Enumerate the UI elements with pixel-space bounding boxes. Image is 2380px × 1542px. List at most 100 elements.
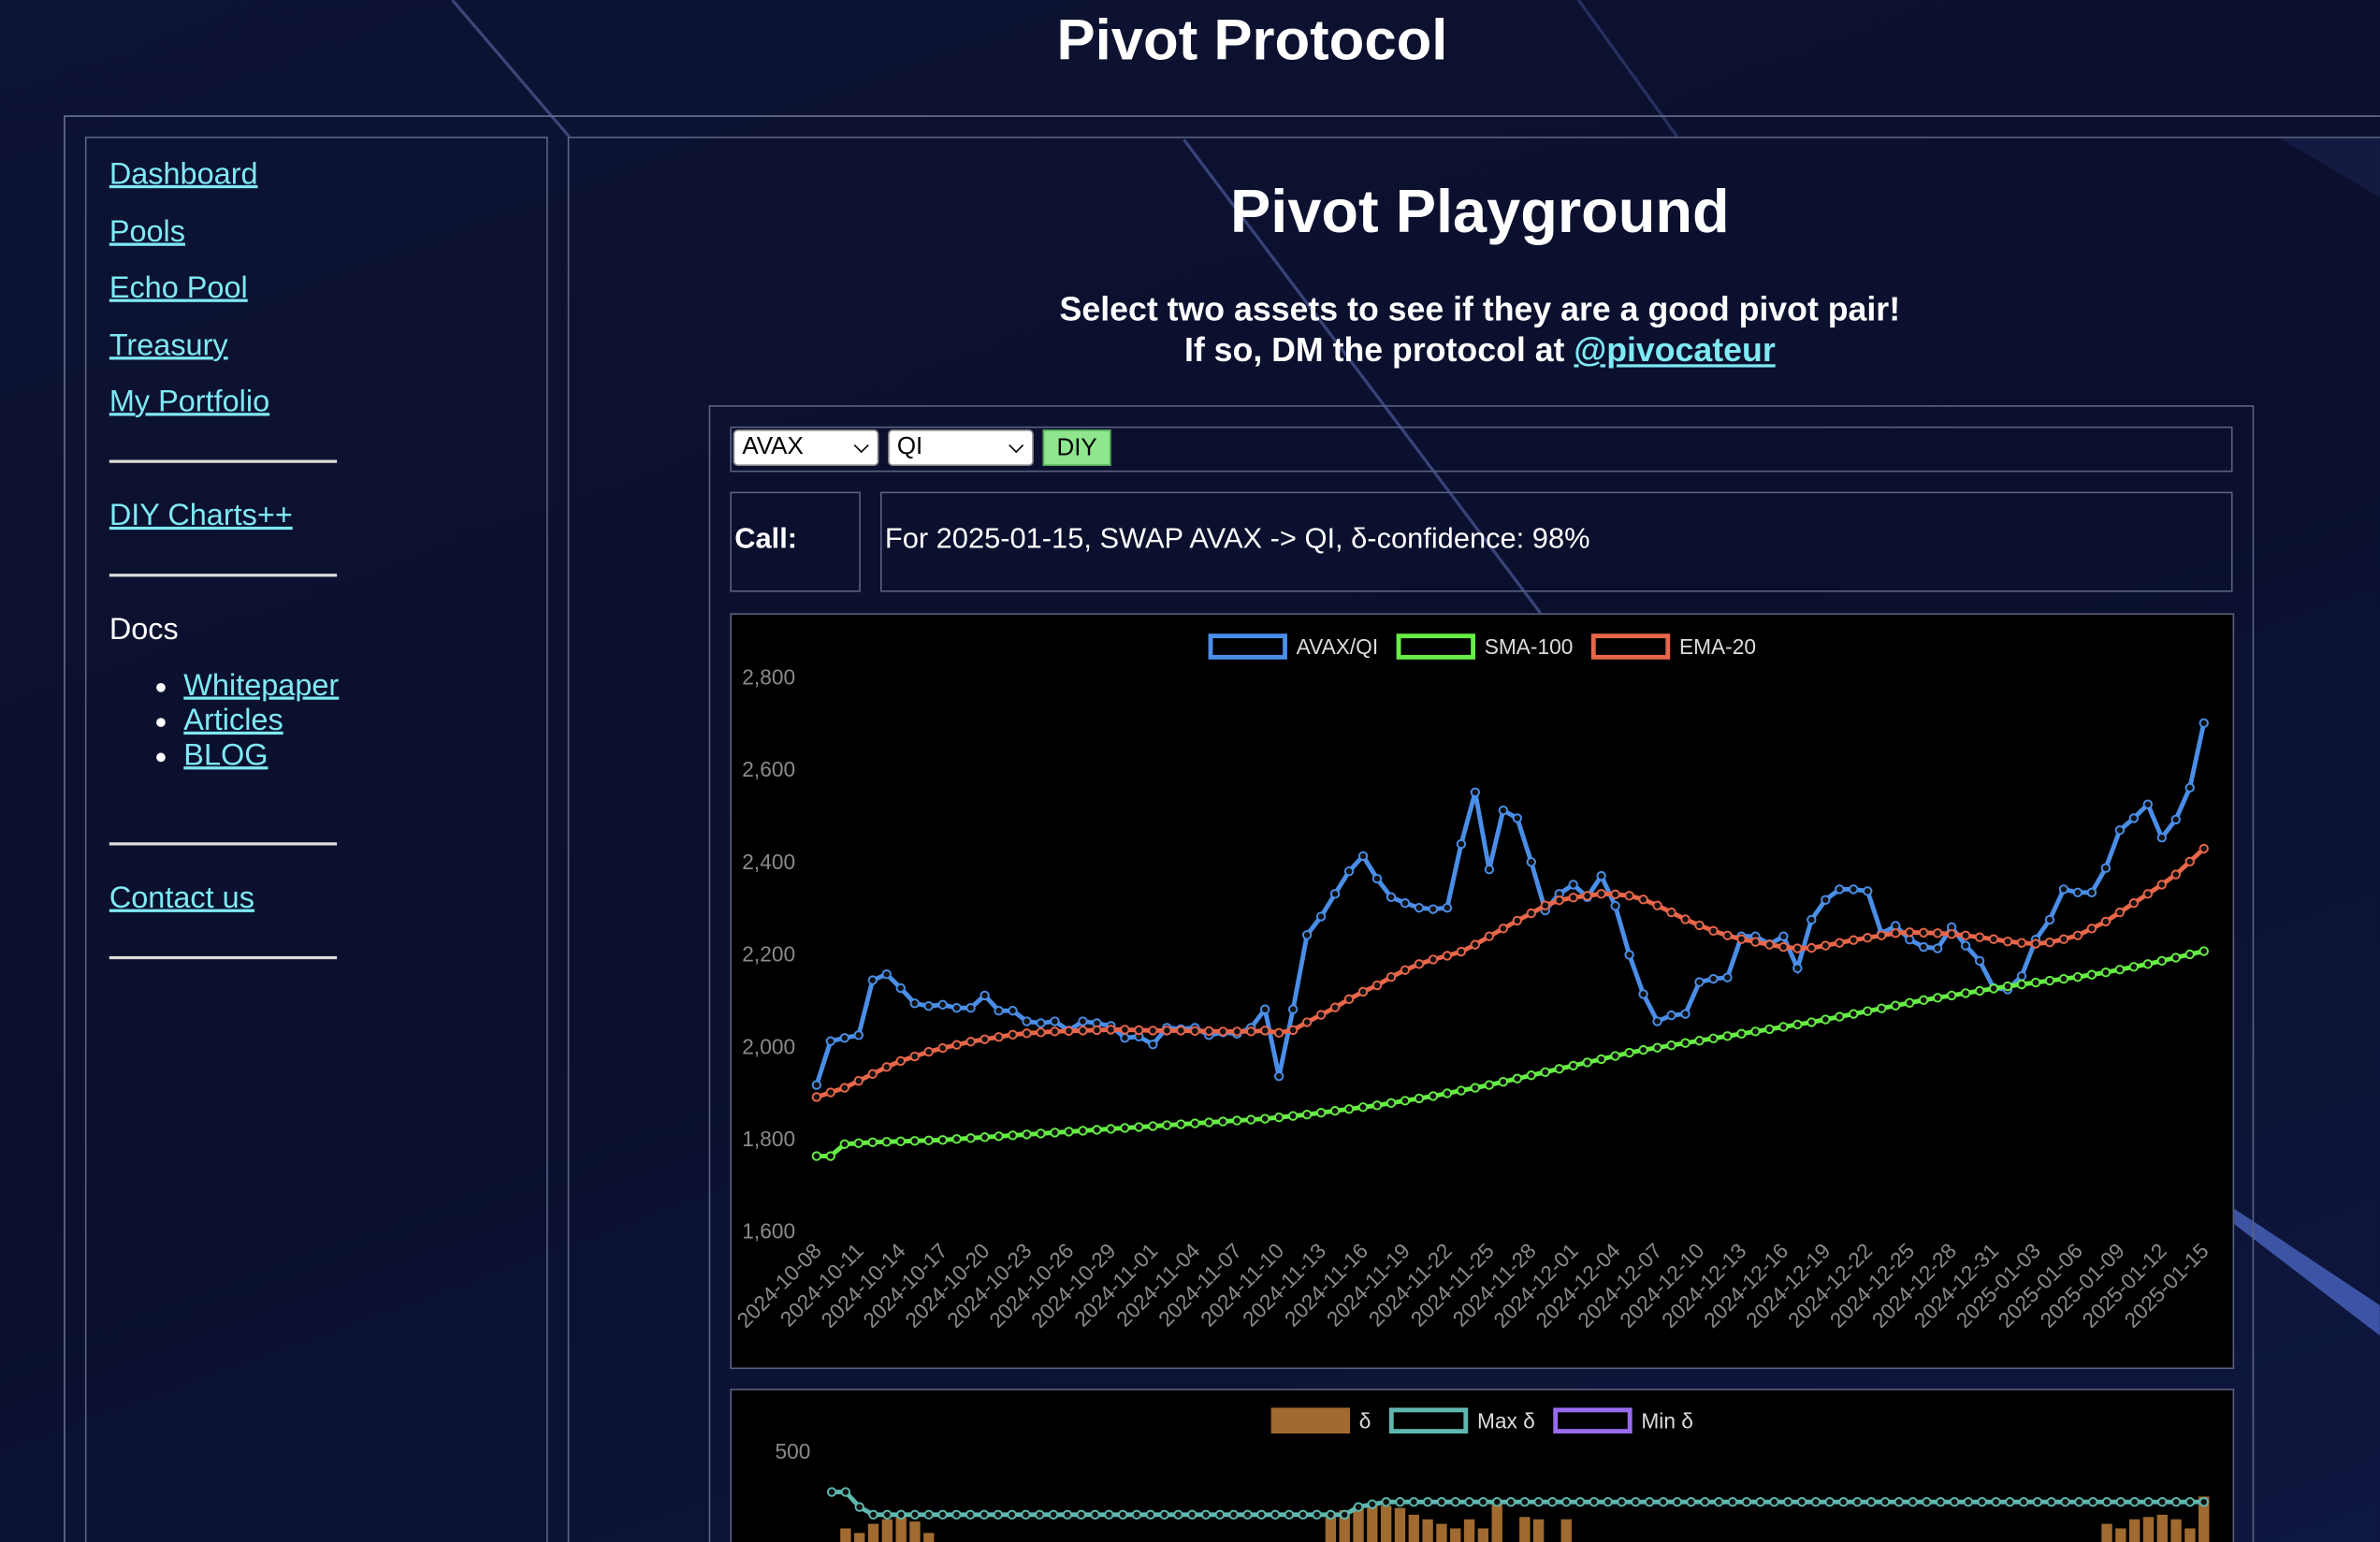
point <box>1596 870 1606 881</box>
docs-link[interactable]: BLOG <box>183 738 268 773</box>
point <box>1960 930 1971 940</box>
point <box>2170 869 2181 880</box>
point <box>1652 900 1662 910</box>
bar <box>1367 1503 1378 1542</box>
point <box>2129 1497 2140 1507</box>
point <box>1936 1497 1946 1507</box>
point <box>1792 943 1803 953</box>
y-tick-label: 2,000 <box>742 1034 795 1058</box>
point <box>2184 782 2195 793</box>
point <box>1428 1091 1439 1101</box>
point <box>1204 1026 1214 1037</box>
point <box>2018 1497 2029 1507</box>
diy-button[interactable]: DIY <box>1042 429 1111 466</box>
point <box>2072 930 2083 940</box>
series-line <box>816 949 2205 1159</box>
point <box>1064 1026 1074 1037</box>
point <box>2005 1497 2015 1507</box>
point <box>1505 1497 1517 1507</box>
point <box>895 1136 906 1146</box>
point <box>1287 1111 1299 1121</box>
point <box>867 975 878 985</box>
handle-link[interactable]: @pivocateur <box>1574 330 1776 370</box>
point <box>1464 1497 1474 1507</box>
point <box>1478 1497 1488 1507</box>
point <box>1106 1124 1116 1134</box>
bar <box>909 1521 921 1542</box>
playground-panel <box>708 405 2255 1542</box>
point <box>1666 1040 1676 1051</box>
asset-select[interactable]: QI <box>888 429 1034 466</box>
point <box>1301 1109 1313 1120</box>
legend-swatch <box>1553 1407 1633 1434</box>
point <box>1708 1033 1719 1043</box>
point <box>1974 932 1985 942</box>
point <box>2030 938 2041 949</box>
point <box>1371 980 1383 991</box>
point <box>1173 1509 1183 1520</box>
call-label: Call: <box>730 491 861 592</box>
nav-link[interactable]: Pools <box>109 215 185 250</box>
point <box>1048 1509 1059 1520</box>
point <box>965 1133 976 1143</box>
point <box>1021 1509 1031 1520</box>
point <box>868 1509 878 1520</box>
point <box>867 1137 878 1147</box>
docs-link[interactable]: Whitepaper <box>183 669 340 704</box>
nav-link[interactable]: Contact us <box>109 881 254 916</box>
point <box>1977 1497 1987 1507</box>
nav-link[interactable]: DIY Charts++ <box>109 499 293 533</box>
point <box>1273 1071 1284 1082</box>
point <box>1218 1116 1228 1127</box>
point <box>1879 1497 1891 1507</box>
point <box>1821 895 1831 905</box>
point <box>909 1051 920 1062</box>
point <box>1624 950 1634 960</box>
point <box>2016 979 2027 990</box>
nav-link[interactable]: Dashboard <box>109 157 258 192</box>
nav-link[interactable]: My Portfolio <box>109 386 270 419</box>
point <box>2114 965 2126 975</box>
point <box>1400 898 1411 909</box>
point <box>1680 914 1691 924</box>
nav-link[interactable]: Dashboard <box>109 158 258 193</box>
point <box>1568 880 1578 890</box>
point <box>1442 902 1453 913</box>
point <box>965 1037 976 1047</box>
point <box>1008 1130 1018 1141</box>
series-line <box>814 722 2207 1086</box>
point <box>1214 1509 1226 1520</box>
point <box>1036 1027 1046 1038</box>
point <box>2114 907 2126 918</box>
point <box>923 1046 934 1057</box>
point <box>1284 1509 1295 1520</box>
point <box>1991 1497 2001 1507</box>
docs-link[interactable]: Articles <box>183 704 283 738</box>
point <box>1835 884 1845 895</box>
point <box>1631 1497 1641 1507</box>
point <box>1960 988 1971 998</box>
point <box>1519 1497 1530 1507</box>
point <box>1582 1057 1592 1068</box>
asset-select[interactable]: AVAX <box>733 429 879 466</box>
point <box>1484 1080 1495 1090</box>
point <box>2170 814 2181 825</box>
series-line <box>816 847 2206 1099</box>
point <box>1764 939 1775 950</box>
point <box>1287 1004 1299 1014</box>
divider <box>109 574 338 577</box>
nav-link[interactable]: Treasury <box>109 328 228 363</box>
point <box>2114 825 2126 836</box>
point <box>1050 1127 1060 1138</box>
bar <box>1463 1519 1475 1542</box>
legend-label: EMA-20 <box>1679 634 1756 659</box>
point <box>1414 959 1425 969</box>
point <box>2060 1497 2070 1507</box>
point <box>1949 1497 1960 1507</box>
point <box>1722 972 1733 982</box>
nav-link[interactable]: Echo Pool <box>109 271 248 306</box>
point <box>1131 1509 1142 1520</box>
point <box>1484 865 1495 875</box>
point <box>1301 930 1313 940</box>
